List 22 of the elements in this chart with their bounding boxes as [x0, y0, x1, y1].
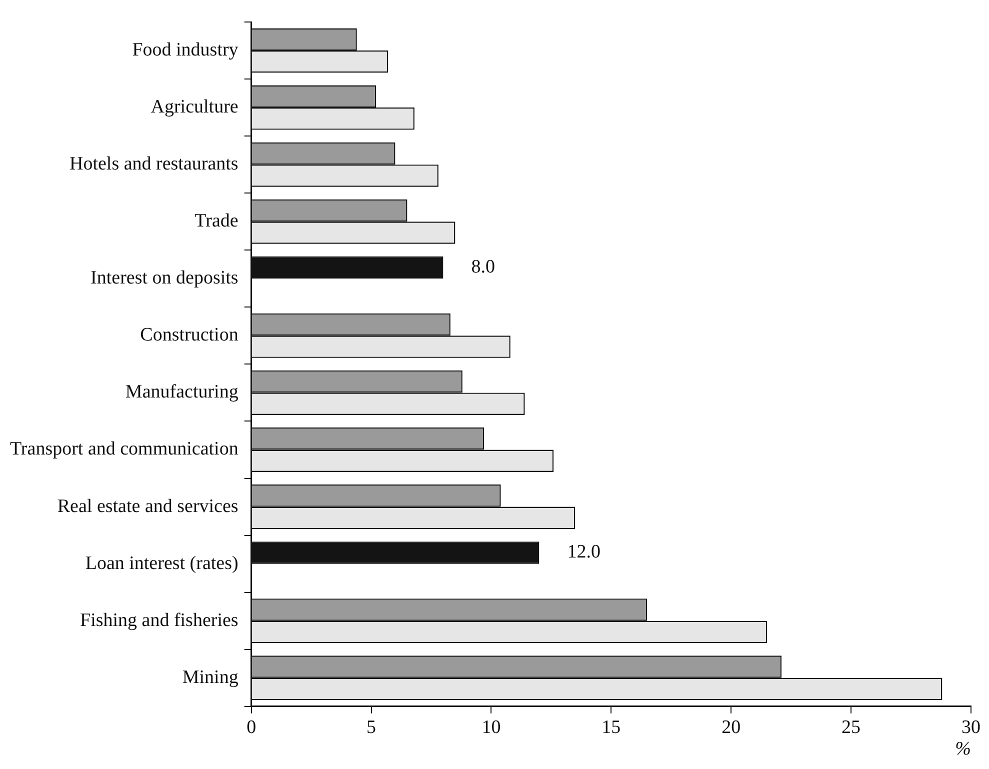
y-tick-label: Manufacturing [125, 382, 239, 403]
y-tick-label: Construction [140, 324, 239, 346]
x-tick-label: 25 [842, 716, 861, 738]
y-tick-label: Loan interest (rates) [85, 552, 238, 574]
x-tick-label: 0 [246, 716, 256, 738]
x-tick-label: 5 [366, 716, 376, 738]
x-tick-label: 20 [722, 716, 741, 738]
y-tick-label: Mining [182, 666, 239, 688]
y-tick-label: Food industry [132, 40, 239, 60]
y-tick-label: Fishing and fisheries [80, 610, 238, 631]
data-label: 12.0 [567, 542, 600, 563]
y-tick-label: Interest on deposits [90, 268, 238, 289]
y-tick-label: Trade [194, 210, 238, 232]
y-tick-label: Real estate and services [57, 496, 238, 517]
x-tick-label: 10 [482, 716, 501, 738]
x-axis-title: % [955, 738, 971, 760]
x-tick-label: 30 [962, 716, 980, 738]
x-tick-label: 15 [602, 716, 621, 738]
y-tick-label: Agriculture [150, 96, 238, 118]
y-tick-label: Transport and communication [10, 438, 239, 460]
data-label: 8.0 [471, 256, 495, 278]
y-tick-label: Hotels and restaurants [69, 154, 238, 175]
